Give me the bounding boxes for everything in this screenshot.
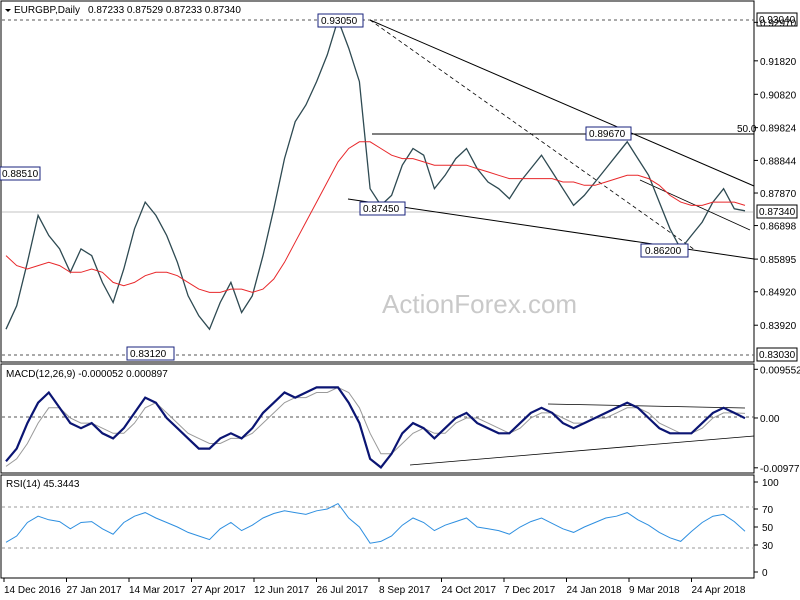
x-tick-label: 14 Dec 2016	[4, 585, 61, 596]
dashed-trendline	[369, 19, 696, 251]
svg-text:0.86200: 0.86200	[645, 246, 682, 257]
svg-text:0.93040: 0.93040	[759, 15, 796, 26]
svg-text:0.87450: 0.87450	[363, 204, 400, 215]
rsi-tick-label: 0	[762, 568, 768, 579]
macd-line	[5, 386, 746, 469]
price-tick-label: 0.91820	[760, 57, 797, 68]
macd-upper-trendline	[547, 403, 746, 409]
price-tick-label: 0.88844	[760, 156, 797, 167]
macd-tick-label: 0.00	[760, 414, 780, 425]
label-0.89670: 0.89670	[585, 126, 632, 141]
price-line	[5, 17, 746, 331]
svg-text:0.88510: 0.88510	[2, 169, 39, 180]
svg-text:0.83030: 0.83030	[759, 350, 796, 361]
x-tick-label: 27 Apr 2017	[192, 585, 246, 596]
ohlc-label: 0.87233 0.87529 0.87233 0.87340	[88, 5, 241, 16]
x-tick-label: 7 Dec 2017	[504, 585, 556, 596]
svg-text:0.83120: 0.83120	[130, 349, 167, 360]
macd-tick-label: -0.009778	[760, 464, 800, 475]
x-axis: 14 Dec 2016 27 Jan 2017 14 Mar 2017 27 Apr …	[3, 578, 746, 596]
macd-title: MACD(12,26,9) -0.000052 0.000897	[6, 369, 168, 380]
label-0.86200: 0.86200	[640, 243, 689, 258]
price-tick-label: 0.92970	[760, 18, 797, 29]
label-0.83120: 0.83120	[126, 346, 175, 361]
macd-series	[5, 386, 746, 469]
macd-axis: 0.009552 0.00 -0.009778	[754, 365, 800, 475]
menu-triangle-icon	[5, 9, 11, 12]
rsi-line	[5, 502, 746, 544]
label-0.87450: 0.87450	[359, 201, 406, 216]
axis-box-0.83030: 0.83030	[756, 347, 798, 362]
macd-panel-frame	[0, 363, 755, 474]
rsi-tick-label: 50	[762, 523, 774, 534]
svg-text:0.93050: 0.93050	[321, 16, 358, 27]
svg-text:0.89670: 0.89670	[589, 129, 626, 140]
x-tick-label: 24 Oct 2017	[442, 585, 497, 596]
macd-lower-trendline	[409, 435, 755, 466]
price-panel-frame	[0, 0, 755, 363]
price-tick-label: 0.84920	[760, 288, 797, 299]
rsi-series	[5, 502, 746, 544]
ma-series	[5, 141, 746, 293]
label-0.93050: 0.93050	[317, 13, 364, 28]
x-tick-label: 24 Apr 2018	[692, 585, 746, 596]
svg-text:0.87340: 0.87340	[759, 207, 796, 218]
price-tick-label: 0.85895	[760, 255, 797, 266]
price-series	[5, 17, 746, 331]
x-tick-label: 14 Mar 2017	[129, 585, 186, 596]
signal-line	[5, 386, 746, 467]
price-tick-label: 0.83920	[760, 321, 797, 332]
x-tick-label: 12 Jun 2017	[254, 585, 309, 596]
ma-line	[5, 141, 746, 293]
macd-tick-label: 0.009552	[760, 365, 800, 376]
upper-trendline	[369, 19, 755, 187]
axis-box-0.87340: 0.87340	[756, 204, 798, 219]
price-axis: 0.92970 0.91820 0.90820 0.89824 0.88844 0.878…	[754, 18, 797, 332]
x-tick-label: 8 Sep 2017	[379, 585, 431, 596]
signal-series	[5, 386, 746, 467]
label-0.88510: 0.88510	[0, 166, 41, 181]
rsi-title: RSI(14) 45.3443	[6, 479, 80, 490]
price-tick-label: 0.86898	[760, 222, 797, 233]
fib-50-label: 50.0	[737, 124, 757, 135]
rsi-tick-label: 30	[762, 541, 774, 552]
x-tick-label: 24 Jan 2018	[567, 585, 622, 596]
x-tick-label: 27 Jan 2017	[67, 585, 122, 596]
axis-box-0.93040: 0.93040	[756, 12, 798, 27]
watermark: ActionForex.com	[382, 289, 577, 319]
price-tick-label: 0.90820	[760, 90, 797, 101]
price-tick-label: 0.89824	[760, 124, 797, 135]
rsi-tick-label: 100	[762, 478, 779, 489]
rsi-axis: 100 70 50 30 0	[754, 478, 779, 579]
rsi-tick-label: 70	[762, 505, 774, 516]
x-tick-label: 26 Jul 2017	[317, 585, 369, 596]
symbol-label: EURGBP,Daily	[14, 5, 80, 16]
x-tick-label: 9 Mar 2018	[629, 585, 680, 596]
price-tick-label: 0.87870	[760, 189, 797, 200]
